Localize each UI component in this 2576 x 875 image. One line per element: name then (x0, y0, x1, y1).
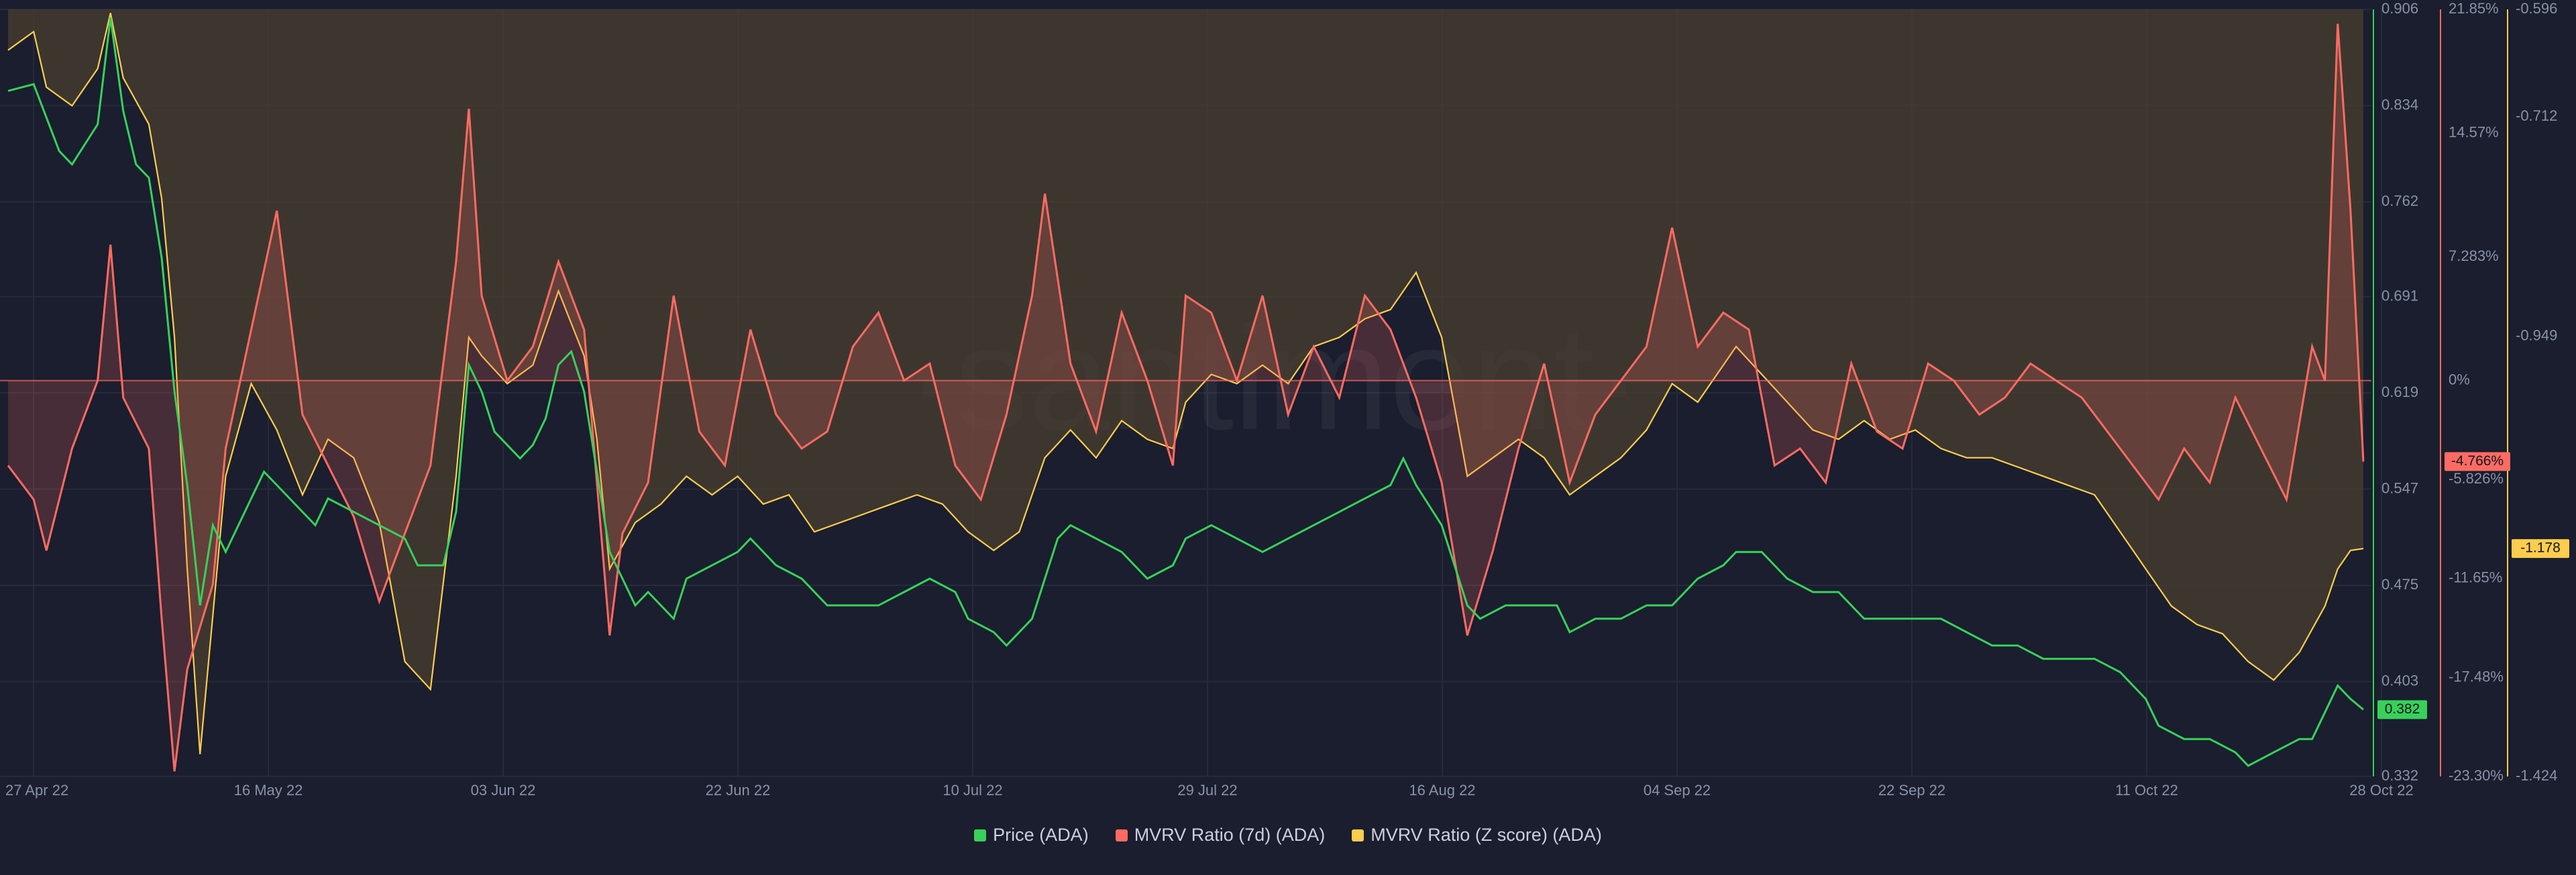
x-tick-label: 16 May 22 (234, 782, 303, 799)
mvrv7d-tick-label: 14.57% (2449, 123, 2499, 140)
mvrv7d-tick-label: -17.48% (2449, 668, 2504, 685)
x-tick-label: 22 Sep 22 (1878, 782, 1945, 799)
zscore-tick-label: -0.949 (2516, 327, 2557, 344)
price-swatch-icon (974, 829, 987, 841)
zscore-tick-label: -1.424 (2516, 767, 2557, 784)
zscore-badge: -1.178 (2520, 540, 2561, 556)
price-tick-label: 0.547 (2381, 479, 2418, 496)
mvrv7d-tick-label: -5.826% (2449, 470, 2504, 487)
price-tick-label: 0.906 (2381, 0, 2418, 17)
x-tick-label: 27 Apr 22 (5, 782, 68, 799)
x-tick-label: 29 Jul 22 (1177, 782, 1237, 799)
legend-label-zscore: MVRV Ratio (Z score) (ADA) (1371, 825, 1602, 845)
price-badge: 0.382 (2385, 701, 2420, 717)
mvrv7d-badge-bg (2445, 452, 2510, 471)
legend-item-mvrv7d[interactable]: MVRV Ratio (7d) (ADA) (1115, 825, 1326, 845)
price-tick-label: 0.834 (2381, 96, 2418, 113)
zscore-badge-bg (2512, 539, 2569, 559)
zscore-tick-label: -0.596 (2516, 0, 2557, 17)
zscore-swatch-icon (1352, 829, 1364, 841)
x-tick-label: 28 Oct 22 (2349, 782, 2413, 799)
price-tick-label: 0.475 (2381, 576, 2418, 593)
mvrv7d-tick-label: 7.283% (2449, 247, 2499, 264)
mvrv7d-line (7, 23, 2365, 772)
x-tick-label: 03 Jun 22 (471, 782, 536, 799)
mvrv7d-tick-label: 21.85% (2449, 0, 2499, 17)
mvrv7d-tick-label: 0% (2449, 371, 2470, 388)
axes-layer: 0.906 0.834 0.762 0.691 0.619 0.547 0.475 0.403… (5, 0, 2569, 799)
price-badge-bg (2377, 700, 2427, 719)
mvrv7d-swatch-icon (1115, 829, 1128, 841)
legend-item-zscore[interactable]: MVRV Ratio (Z score) (ADA) (1352, 825, 1602, 845)
zscore-area (8, 9, 2363, 754)
x-tick-label: 10 Jul 22 (943, 782, 1002, 799)
price-tick-label: 0.332 (2381, 767, 2418, 784)
x-tick-label: 16 Aug 22 (1409, 782, 1475, 799)
series-layer (0, 9, 2371, 772)
price-tick-label: 0.691 (2381, 287, 2418, 304)
mvrv7d-tick-label: -11.65% (2449, 569, 2502, 586)
price-tick-label: 0.762 (2381, 192, 2418, 209)
price-tick-label: 0.403 (2381, 672, 2418, 689)
legend-label-mvrv7d: MVRV Ratio (7d) (ADA) (1134, 825, 1326, 845)
legend-item-price[interactable]: Price (ADA) (974, 825, 1089, 845)
price-line (7, 17, 2364, 767)
x-tick-label: 22 Jun 22 (706, 782, 771, 799)
price-tick-label: 0.619 (2381, 384, 2418, 400)
mvrv7d-badge: -4.766% (2451, 453, 2504, 469)
legend-label-price: Price (ADA) (993, 825, 1089, 845)
zscore-tick-label: -0.712 (2516, 107, 2557, 124)
x-tick-label: 04 Sep 22 (1644, 782, 1711, 799)
legend: Price (ADA) MVRV Ratio (7d) (ADA) MVRV R… (0, 825, 2576, 845)
zscore-line (7, 13, 2364, 754)
mvrv7d-tick-label: -23.30% (2449, 767, 2504, 784)
mvrv7d-area (8, 23, 2363, 772)
x-tick-label: 11 Oct 22 (2115, 782, 2178, 799)
